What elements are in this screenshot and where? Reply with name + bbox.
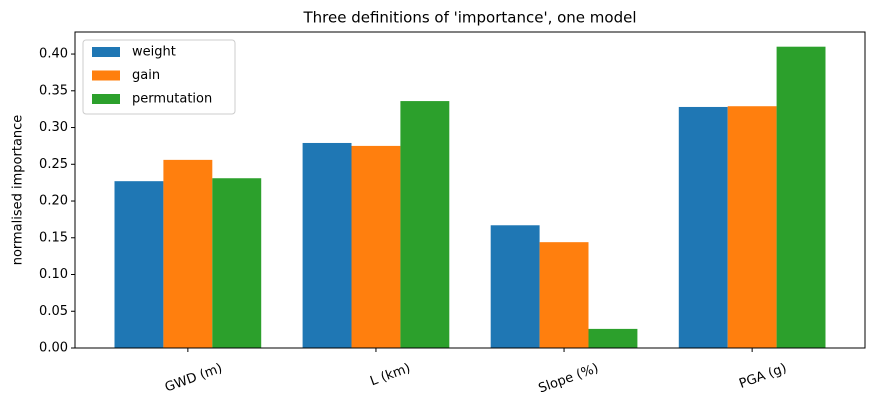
- y-tick-label: 0.20: [39, 194, 68, 209]
- legend-swatch: [92, 47, 120, 57]
- y-tick-label: 0.35: [39, 83, 68, 98]
- bar: [588, 328, 638, 348]
- bar: [776, 46, 826, 349]
- legend-swatch: [92, 94, 120, 104]
- legend-label: permutation: [132, 92, 212, 107]
- x-tick-label: PGA (g): [737, 361, 788, 392]
- x-tick-label: L (km): [368, 361, 412, 389]
- bar: [302, 142, 352, 348]
- bar: [163, 159, 213, 348]
- bar: [212, 178, 262, 348]
- x-tick-label: Slope (%): [537, 361, 601, 397]
- y-tick-label: 0.40: [39, 47, 68, 62]
- y-tick-label: 0.15: [39, 230, 68, 245]
- y-tick-label: 0.25: [39, 157, 68, 172]
- bar: [490, 225, 540, 348]
- y-tick-label: 0.05: [39, 304, 68, 319]
- plot-frame: [74, 31, 866, 349]
- bar: [539, 242, 589, 348]
- y-tick-label: 0.10: [39, 267, 68, 282]
- bar: [678, 106, 728, 349]
- legend-box: [82, 39, 236, 115]
- y-axis-label: normalised importance: [11, 115, 26, 266]
- legend-swatch: [92, 70, 120, 81]
- bar: [400, 101, 450, 348]
- legend-label: gain: [132, 68, 160, 83]
- chart-title: Three definitions of 'importance', one m…: [302, 9, 636, 27]
- y-tick-label: 0.30: [39, 120, 68, 135]
- x-tick-label: GWD (m): [163, 361, 224, 396]
- bar: [351, 145, 401, 348]
- bar: [114, 181, 164, 348]
- legend-label: weight: [132, 45, 176, 60]
- bar: [727, 106, 777, 348]
- y-tick-label: 0.00: [39, 341, 68, 356]
